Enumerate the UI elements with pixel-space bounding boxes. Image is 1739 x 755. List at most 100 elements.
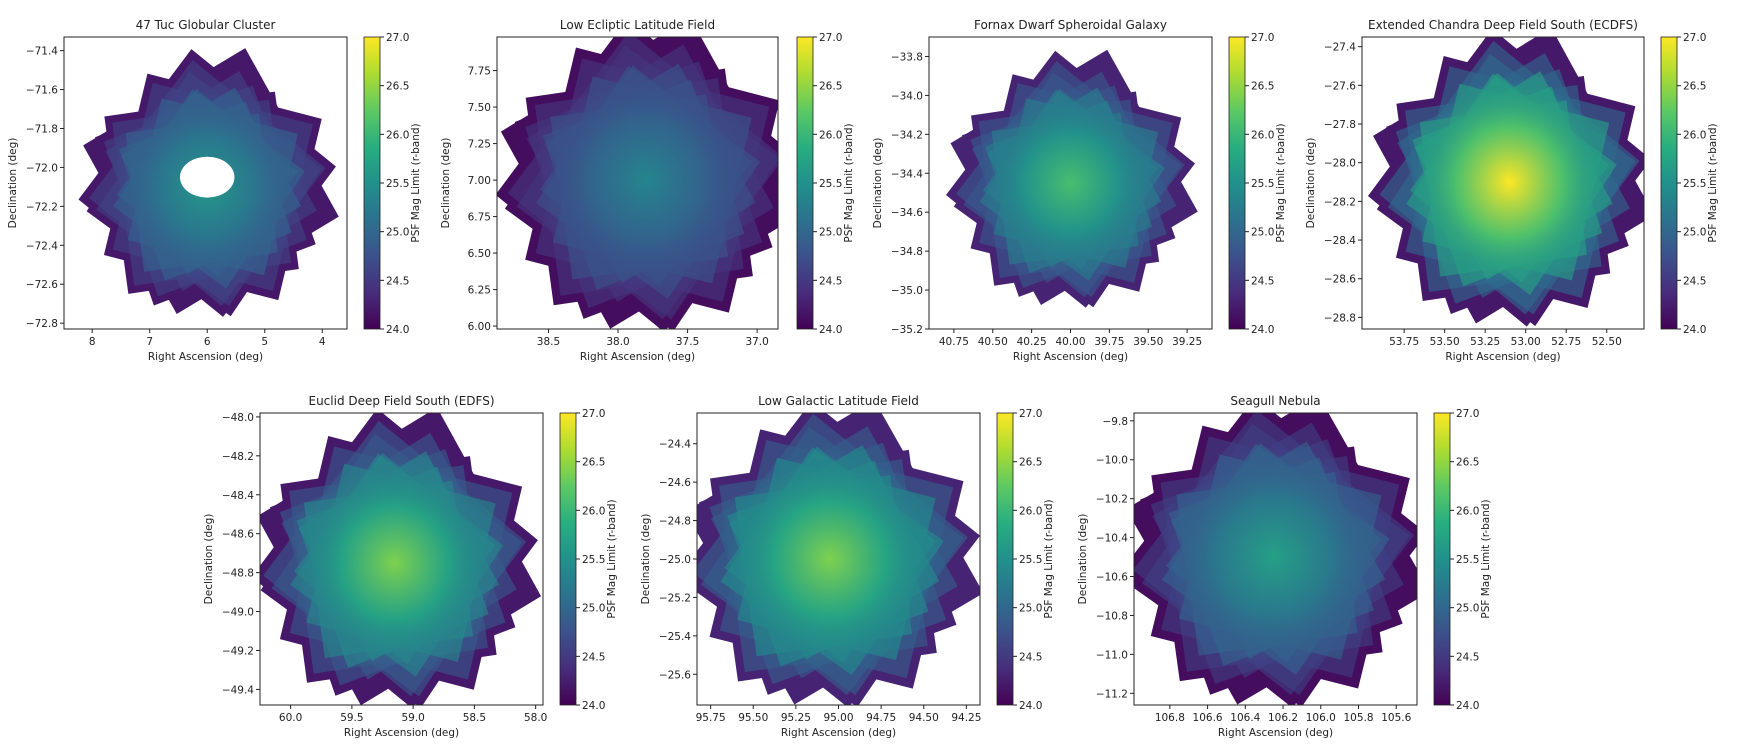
x-tick-label: 53.00 (1511, 336, 1541, 348)
depth-map (1134, 413, 1417, 705)
colorbar-tick-label: 24.0 (582, 700, 605, 712)
x-tick-label: 106.8 (1155, 712, 1185, 724)
y-tick-label: −34.2 (891, 129, 923, 141)
colorbar-tick-label: 25.0 (1683, 227, 1706, 239)
colorbar-gradient (1433, 412, 1451, 706)
colorbar-tick-label: 27.0 (1019, 408, 1042, 420)
x-tick-label: 106.6 (1193, 712, 1223, 724)
x-tick-label: 38.0 (606, 336, 629, 348)
x-axis-label: Right Ascension (deg) (580, 351, 695, 363)
y-tick-label: −11.2 (1096, 688, 1128, 700)
x-tick-label: 53.25 (1470, 336, 1500, 348)
panel-7: Seagull Nebula 106.8 106.6 106.4 106.2 106.0 1… (1077, 394, 1492, 739)
y-tick-label: −24.6 (659, 477, 691, 489)
y-tick-label: −28.2 (1324, 196, 1356, 208)
colorbar-tick-label: 26.5 (582, 457, 605, 469)
colorbar-tick-label: 26.5 (819, 81, 842, 93)
depth-gradient (984, 94, 1157, 272)
x-tick-label: 106.2 (1268, 712, 1298, 724)
y-tick-label: −49.0 (222, 607, 254, 619)
colorbar-tick-label: 26.0 (1251, 129, 1274, 141)
y-tick-label: −72.6 (26, 279, 58, 291)
x-tick-label: 59.0 (401, 712, 424, 724)
chart-title: Euclid Deep Field South (EDFS) (308, 394, 494, 408)
x-tick-label: 60.0 (279, 712, 302, 724)
y-tick-label: −34.6 (891, 207, 923, 219)
x-tick-label: 39.25 (1172, 336, 1202, 348)
y-tick-label: 7.50 (468, 102, 491, 114)
x-tick-label: 94.25 (951, 712, 981, 724)
colorbar-tick-label: 25.5 (819, 178, 842, 190)
y-tick-label: −49.4 (222, 684, 254, 696)
chart-title: Seagull Nebula (1230, 394, 1320, 408)
colorbar-tick-label: 25.5 (386, 178, 409, 190)
y-tick-label: −10.6 (1096, 572, 1128, 584)
colorbar-tick-label: 24.0 (386, 324, 409, 336)
depth-gradient (1167, 449, 1380, 665)
y-tick-label: 7.25 (468, 139, 491, 151)
colorbar-gradient (363, 36, 381, 330)
axes-frame (1133, 412, 1418, 706)
panel-5: Euclid Deep Field South (EDFS) 60.0 59.5 59… (203, 394, 618, 739)
colorbar-tick-label: 26.5 (1456, 457, 1479, 469)
x-tick-label: 38.5 (537, 336, 560, 348)
colorbar-tick-label: 24.5 (582, 651, 605, 663)
y-tick-label: −71.6 (26, 85, 58, 97)
colorbar-tick-label: 24.5 (1251, 275, 1274, 287)
y-tick-label: −71.4 (26, 46, 58, 58)
x-tick-label: 37.5 (676, 336, 699, 348)
colorbar-tick-label: 24.5 (819, 275, 842, 287)
x-tick-label: 53.50 (1430, 336, 1460, 348)
x-tick-label: 106.0 (1306, 712, 1336, 724)
x-axis-label: Right Ascension (deg) (781, 727, 896, 739)
colorbar-tick-label: 26.0 (386, 129, 409, 141)
panel-1: 47 Tuc Globular Cluster 8 7 6 5 4 −72.8 −72.6 −7… (7, 18, 422, 363)
depth-gradient (1411, 79, 1608, 285)
colorbar-label: PSF Mag Limit (r-band) (606, 499, 618, 618)
x-tick-label: 106.4 (1230, 712, 1260, 724)
colorbar-tick-label: 26.0 (819, 129, 842, 141)
x-axis-label: Right Ascension (deg) (1013, 351, 1128, 363)
y-tick-label: −35.0 (891, 285, 923, 297)
chart-title: Low Galactic Latitude Field (758, 394, 919, 408)
y-tick-label: −28.6 (1324, 274, 1356, 286)
y-tick-label: −48.8 (222, 568, 254, 580)
colorbar-tick-label: 24.5 (1456, 651, 1479, 663)
y-tick-label: −34.0 (891, 90, 923, 102)
colorbar-tick-label: 26.5 (1683, 81, 1706, 93)
colorbar: 24.0 24.5 25.0 25.5 26.0 26.5 27.0 PSF Mag Limi… (363, 32, 422, 336)
y-tick-label: −28.8 (1324, 312, 1356, 324)
colorbar-tick-label: 24.0 (1456, 700, 1479, 712)
y-tick-label: −48.4 (222, 490, 254, 502)
y-tick-label: −72.4 (26, 240, 58, 252)
colorbar-tick-label: 25.5 (582, 554, 605, 566)
colorbar-gradient (1228, 36, 1246, 330)
y-tick-label: −25.6 (659, 669, 691, 681)
x-tick-label: 5 (261, 336, 268, 348)
y-tick-label: −10.2 (1096, 494, 1128, 506)
y-tick-label: −11.0 (1096, 649, 1128, 661)
y-tick-label: −24.4 (659, 439, 691, 451)
depth-gradient (541, 71, 750, 289)
x-tick-label: 95.00 (823, 712, 853, 724)
y-tick-label: −27.8 (1324, 119, 1356, 131)
colorbar-label: PSF Mag Limit (r-band) (1275, 123, 1287, 242)
colorbar-tick-label: 24.5 (1683, 275, 1706, 287)
colorbar-tick-label: 25.5 (1019, 554, 1042, 566)
colorbar: 24.0 24.5 25.0 25.5 26.0 26.5 27.0 PSF Mag Limi… (1433, 408, 1492, 712)
colorbar: 24.0 24.5 25.0 25.5 26.0 26.5 27.0 PSF Mag Limi… (1228, 32, 1287, 336)
x-tick-label: 59.5 (340, 712, 363, 724)
x-tick-label: 58.0 (524, 712, 547, 724)
y-tick-label: −25.4 (659, 631, 691, 643)
x-tick-label: 94.50 (909, 712, 939, 724)
depth-map (697, 413, 980, 705)
colorbar-tick-label: 25.5 (1251, 178, 1274, 190)
depth-map (260, 413, 542, 705)
colorbar-tick-label: 27.0 (582, 408, 605, 420)
y-tick-label: −48.6 (222, 529, 254, 541)
y-tick-label: −10.8 (1096, 610, 1128, 622)
colorbar-tick-label: 26.5 (386, 81, 409, 93)
colorbar-tick-label: 26.0 (1683, 129, 1706, 141)
colorbar-tick-label: 24.0 (1019, 700, 1042, 712)
y-tick-label: −28.4 (1324, 235, 1356, 247)
